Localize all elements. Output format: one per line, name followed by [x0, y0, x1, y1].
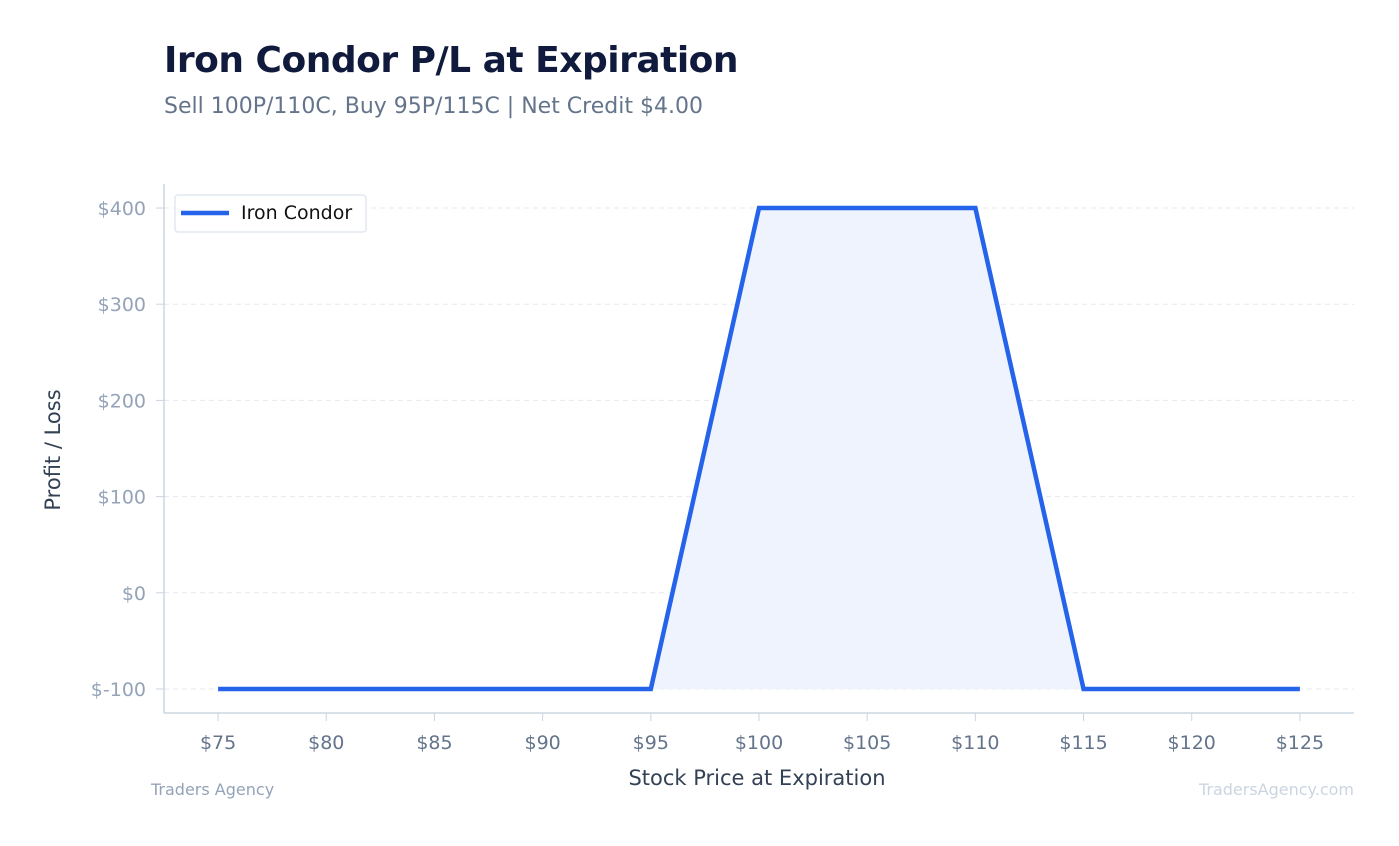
y-axis-label: Profit / Loss: [41, 389, 65, 510]
y-tick-label: $300: [98, 294, 146, 316]
series-line-iron-condor: [218, 205, 1300, 692]
x-tick-label: $125: [1276, 732, 1324, 754]
x-tick-label: $115: [1059, 732, 1107, 754]
y-tick-label: $0: [122, 583, 146, 605]
x-tick-label: $100: [735, 732, 783, 754]
x-tick-label: $85: [416, 732, 452, 754]
y-tick-label: $200: [98, 390, 146, 412]
footer-brand: Traders Agency: [151, 780, 275, 799]
legend-label: Iron Condor: [241, 202, 352, 224]
footer-url: TradersAgency.com: [1198, 780, 1354, 799]
x-tick-label: $80: [308, 732, 344, 754]
y-tick-label: $400: [98, 198, 146, 220]
x-tick-label: $110: [951, 732, 999, 754]
x-tick-label: $75: [200, 732, 236, 754]
x-tick-label: $90: [525, 732, 561, 754]
x-tick-label: $105: [843, 732, 891, 754]
x-axis-label: Stock Price at Expiration: [628, 766, 885, 790]
x-tick-label: $95: [633, 732, 669, 754]
chart-subtitle: Sell 100P/110C, Buy 95P/115C | Net Credi…: [164, 94, 703, 119]
y-tick-label: $100: [98, 487, 146, 509]
chart-title: Iron Condor P/L at Expiration: [164, 40, 739, 81]
series-fill: [218, 208, 1300, 689]
x-tick-label: $120: [1168, 732, 1216, 754]
y-tick-label: $-100: [91, 679, 146, 701]
legend-box: [174, 194, 367, 233]
